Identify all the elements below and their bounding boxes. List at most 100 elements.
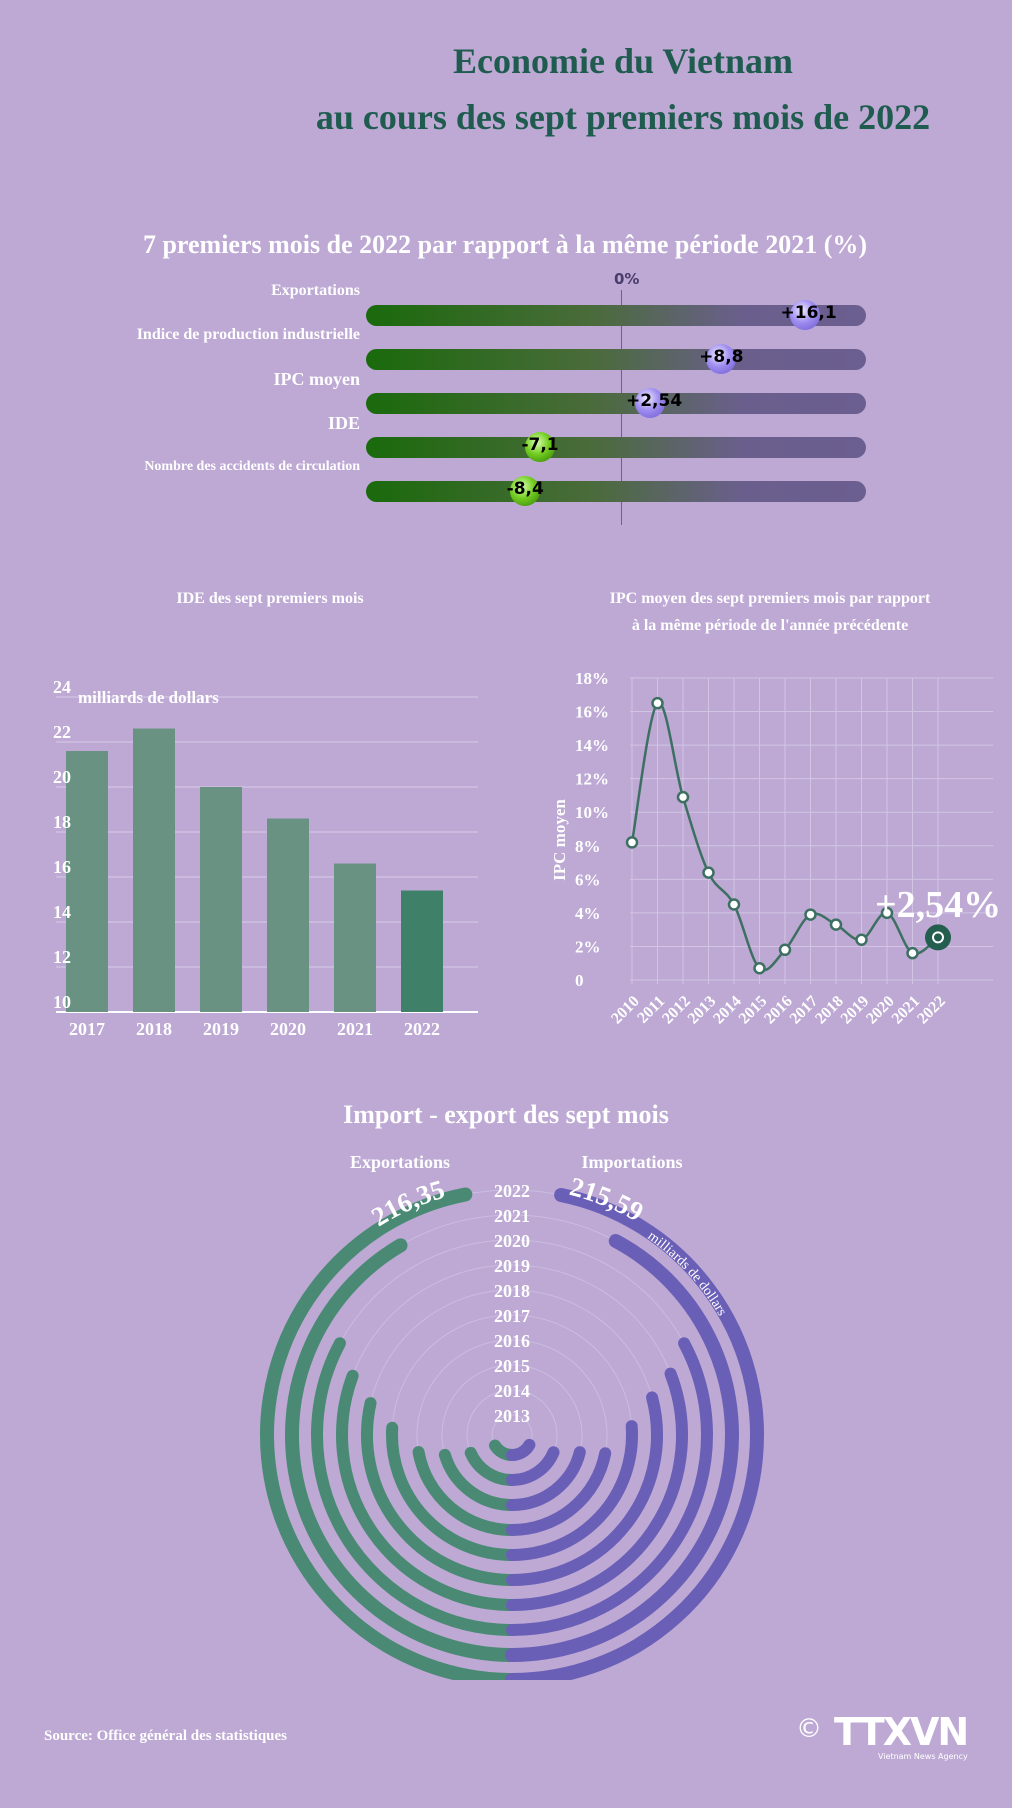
radial-year-label: 2016 — [494, 1331, 530, 1351]
comparison-category-label: Nombre des accidents de circulation — [144, 459, 360, 474]
import-arc — [506, 1446, 560, 1486]
ipc-data-point — [625, 836, 639, 849]
ide-bar — [267, 818, 309, 1012]
ide-xtick-label: 2020 — [270, 1019, 306, 1039]
comparison-category-label: IDE — [327, 413, 360, 433]
export-arc — [361, 1397, 518, 1586]
import-arc — [505, 1234, 739, 1662]
export-arc — [386, 1421, 518, 1561]
ipc-data-point — [804, 908, 817, 921]
export-2022-label: 216,35 — [366, 1174, 448, 1232]
comparison-value-label: +8,8 — [699, 347, 744, 367]
export-arc — [311, 1337, 518, 1636]
imports-legend: Importations — [581, 1152, 683, 1172]
comparison-bar-track — [366, 305, 866, 326]
comparison-value-marker — [706, 344, 737, 374]
ide-bar — [334, 863, 376, 1012]
ide-ytick-label: 14 — [53, 902, 71, 922]
ipc-data-point — [702, 866, 715, 879]
copyright-icon: © — [796, 1714, 822, 1744]
radial-year-label: 2020 — [494, 1231, 530, 1251]
comparison-value-label: -7,1 — [521, 435, 559, 455]
ide-ytick-label: 10 — [53, 992, 71, 1012]
radial-year-label: 2014 — [494, 1381, 530, 1401]
ipc-highlight-point-ring — [932, 931, 944, 944]
ide-xtick-label: 2022 — [404, 1019, 440, 1039]
ipc-data-point — [880, 906, 894, 920]
exports-legend: Exportations — [349, 1152, 450, 1172]
ide-bar — [200, 787, 242, 1012]
radial-year-label: 2015 — [494, 1356, 530, 1376]
comparison-category-label: Indice de production industrielle — [136, 326, 360, 343]
import-arc — [506, 1391, 663, 1586]
comparison-value-label: +16,1 — [780, 303, 837, 323]
ipc-line-chart: 02%4%6%8%10%12%14%16%18% 201020112012201… — [550, 669, 1001, 1028]
ipc-chart-title-1: IPC moyen des sept premiers mois par rap… — [609, 590, 931, 607]
ipc-ytick-label: 4% — [575, 904, 601, 923]
import-arc — [506, 1438, 536, 1461]
ipc-ytick-label: 6% — [575, 870, 601, 889]
ipc-ytick-label: 10% — [575, 803, 609, 822]
ide-ytick-label: 18 — [53, 812, 71, 832]
ipc-ytick-label: 0 — [575, 971, 584, 990]
ipc-data-point — [906, 946, 919, 960]
ipc-ytick-label: 2% — [575, 937, 601, 956]
ide-ytick-label: 12 — [53, 947, 71, 967]
ide-unit-label: milliards de dollars — [78, 688, 219, 707]
radial-year-label: 2013 — [494, 1406, 530, 1426]
trade-radial-chart: 2022 2021 2020 2019 2018 2017 2016 2015 2014 2013… — [260, 1171, 764, 1680]
ipc-highlight-point — [925, 924, 951, 951]
comparison-value-marker — [525, 432, 556, 462]
ttxvn-logo-sub: Vietnam News Agency — [878, 1752, 968, 1761]
comparison-category-label: IPC moyen — [273, 369, 361, 389]
ipc-ytick-label: 12% — [575, 770, 609, 789]
ipc-data-point — [727, 898, 741, 911]
export-arc — [412, 1446, 518, 1536]
comparison-category-label: Exportations — [271, 282, 360, 299]
ipc-data-point — [855, 933, 868, 946]
import-2022-label: 215,59 — [567, 1171, 649, 1227]
ipc-ytick-label: 14% — [575, 736, 609, 755]
radial-year-label: 2021 — [494, 1206, 530, 1226]
comparison-value-marker — [634, 388, 665, 418]
ide-chart-title: IDE des sept premiers mois — [176, 590, 364, 607]
radial-year-label: 2019 — [494, 1256, 530, 1276]
ide-ytick-label: 16 — [53, 857, 71, 877]
comparison-bar-track — [366, 437, 866, 458]
export-arc — [336, 1369, 518, 1611]
ide-ytick-label: 24 — [53, 680, 71, 697]
import-arc — [506, 1420, 638, 1561]
radial-year-label: 2022 — [494, 1181, 530, 1201]
export-arc — [285, 1238, 519, 1662]
import-arc — [506, 1337, 713, 1636]
ide-bar-chart: 2017 2018 2019 2020 2021 2022 101214161820222… — [53, 680, 478, 1039]
ide-bar — [66, 751, 108, 1012]
ide-xtick-label: 2017 — [69, 1019, 105, 1039]
comparison-bar-track — [366, 349, 866, 370]
import-arc — [506, 1446, 586, 1511]
ipc-data-point — [676, 790, 690, 804]
export-arc — [438, 1448, 518, 1511]
source-note: Source: Office général des statistiques — [44, 1728, 288, 1744]
ipc-chart-title-2: à la même période de l'année précédente — [631, 617, 909, 634]
ide-xtick-label: 2019 — [203, 1019, 239, 1039]
comparison-value-marker — [789, 300, 820, 330]
comparison-bar-track — [366, 393, 866, 414]
ipc-ytick-label: 8% — [575, 837, 601, 856]
ipc-ylabel: IPC moyen — [550, 799, 569, 881]
comparison-title: 7 premiers mois de 2022 par rapport à la… — [142, 230, 868, 259]
comparison-value-label: -8,4 — [506, 479, 544, 499]
ipc-data-point — [778, 943, 792, 957]
import-arc — [506, 1367, 688, 1611]
ipc-xtick-label: 2022 — [914, 993, 949, 1028]
zero-label: 0% — [614, 270, 640, 288]
ipc-highlight-label: +2,54% — [875, 884, 1001, 926]
radial-year-label: 2018 — [494, 1281, 530, 1301]
comparison-value-marker — [510, 476, 541, 506]
ipc-xtick-label: 2011 — [634, 993, 668, 1027]
comparison-value-label: +2,54 — [625, 391, 683, 411]
import-arc — [506, 1447, 612, 1536]
radial-year-label: 2017 — [494, 1306, 530, 1326]
comparison-bar-track — [366, 481, 866, 502]
ipc-ytick-label: 18% — [575, 669, 609, 688]
